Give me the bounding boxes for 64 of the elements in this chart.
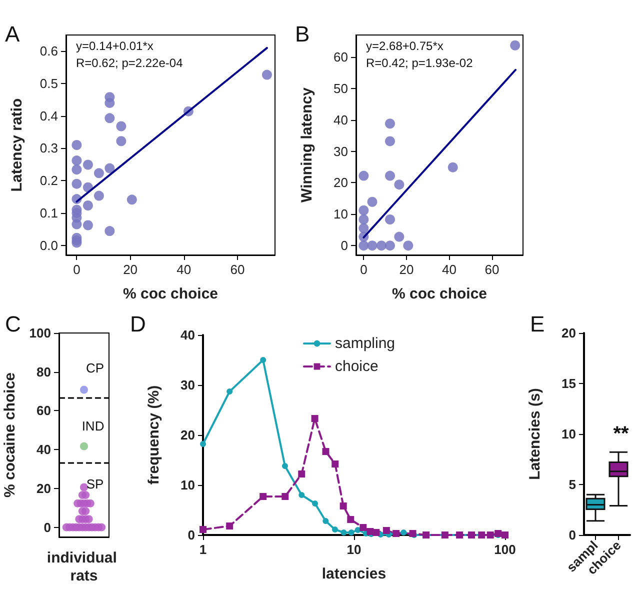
annotation: SP [86, 476, 104, 492]
y-tick-label: 0 [340, 238, 348, 254]
y-tick-label: 0 [44, 520, 51, 535]
x-tick-label: individual rats [46, 550, 122, 584]
annotation: IND [82, 418, 104, 434]
annotation: R=0.42; p=1.93e-02 [366, 56, 474, 70]
y-tick-label: 60 [36, 403, 51, 418]
annotation: y=2.68+0.75*x [366, 39, 444, 53]
x-tick-label: 40 [442, 262, 456, 277]
y-axis-title: Latencies (s) [526, 388, 544, 480]
y-tick-label: 30 [180, 378, 195, 392]
x-axis-title: % coc choice [122, 286, 218, 302]
y-tick-label: 10 [334, 206, 348, 222]
y-tick-label: 100 [29, 326, 51, 340]
y-tick-label: 0.5 [40, 76, 58, 92]
y-tick-label: 0 [568, 528, 576, 542]
x-tick-label: 60 [230, 262, 245, 277]
x-tick-label: 100 [494, 542, 516, 557]
x-tick-label: 20 [123, 262, 138, 277]
y-tick-label: 15 [562, 376, 576, 391]
y-tick-label: 0.3 [40, 140, 58, 156]
y-tick-label: 80 [36, 364, 51, 380]
y-axis-title: % cocaine choice [2, 372, 18, 498]
x-tick-label: 0 [73, 262, 80, 277]
y-axis-title: frequency (%) [146, 385, 162, 485]
legend-label: sampling [335, 335, 396, 352]
y-tick-label: 50 [334, 80, 348, 96]
chart-title: A [5, 22, 20, 46]
y-tick-label: 20 [334, 175, 348, 190]
x-axis-title: latencies [322, 566, 386, 582]
y-tick-label: 0.0 [40, 238, 58, 253]
y-axis-title: Winning latency [298, 86, 316, 202]
y-tick-label: 0 [188, 528, 195, 542]
annotation: y=0.14+0.01*x [76, 39, 154, 53]
y-tick-label: 0.4 [40, 108, 58, 124]
x-axis-title: % coc choice [392, 286, 488, 302]
chart-title: D [130, 312, 146, 336]
chart-title: C [5, 312, 21, 336]
y-tick-label: 0.2 [40, 173, 58, 188]
y-tick-label: 40 [180, 328, 195, 342]
legend-label: choice [335, 358, 378, 375]
y-tick-label: 20 [36, 480, 51, 496]
y-tick-label: 0.1 [40, 205, 58, 220]
chart-title: B [295, 22, 310, 46]
y-tick-label: 30 [334, 144, 348, 159]
y-tick-label: 20 [180, 428, 195, 442]
x-tick-label: 20 [399, 262, 414, 277]
annotation: R=0.62; p=2.22e-04 [76, 56, 184, 70]
y-tick-label: 10 [562, 426, 576, 442]
y-tick-label: 20 [562, 326, 576, 340]
y-tick-label: 40 [334, 112, 348, 128]
annotation: ** [613, 423, 629, 445]
chart-title: E [530, 312, 545, 336]
y-tick-label: 5 [568, 477, 576, 492]
y-axis-title: Latency ratio [8, 98, 26, 192]
x-tick-label: 60 [484, 262, 500, 277]
x-tick-label: 0 [360, 262, 368, 277]
y-tick-label: 40 [36, 442, 51, 458]
x-tick-label: 1 [199, 542, 207, 557]
annotation: CP [86, 360, 104, 376]
y-tick-label: 60 [334, 50, 348, 64]
y-tick-label: 0.6 [40, 44, 58, 59]
y-tick-label: 10 [180, 478, 195, 492]
x-tick-label: 10 [346, 542, 362, 557]
